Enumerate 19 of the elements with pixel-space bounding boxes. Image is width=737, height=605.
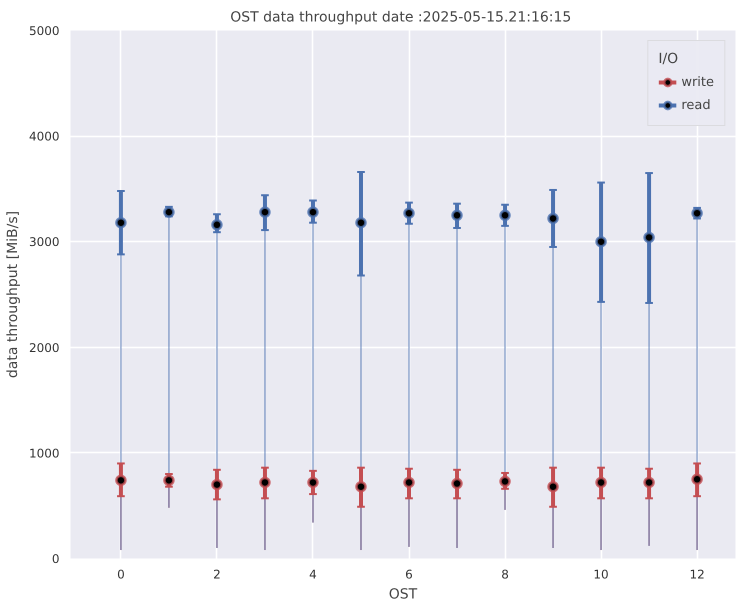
chart-title: OST data throughput date :2025-05-15.21:16:15 bbox=[230, 10, 572, 26]
x-tick-label: 0 bbox=[117, 568, 125, 582]
x-tick-label: 10 bbox=[593, 568, 609, 582]
y-tick-label: 0 bbox=[52, 552, 60, 566]
y-tick-label: 3000 bbox=[28, 235, 60, 250]
x-tick-label: 8 bbox=[501, 568, 509, 582]
x-axis-title: OST bbox=[388, 586, 418, 602]
y-tick-label: 4000 bbox=[28, 130, 60, 144]
x-tick-label: 6 bbox=[405, 568, 413, 582]
y-axis-title: data throughput [MiB/s] bbox=[4, 210, 21, 378]
x-tick-label: 4 bbox=[309, 568, 317, 582]
y-tick-label: 2000 bbox=[28, 340, 60, 355]
legend-label: write bbox=[681, 74, 714, 90]
x-tick-label: 2 bbox=[213, 568, 221, 582]
legend-title: I/O bbox=[658, 51, 680, 67]
x-tick-label: 12 bbox=[689, 568, 705, 582]
legend-label: read bbox=[681, 98, 711, 112]
y-tick-label: 5000 bbox=[28, 24, 60, 38]
y-tick-label: 1000 bbox=[28, 446, 60, 460]
